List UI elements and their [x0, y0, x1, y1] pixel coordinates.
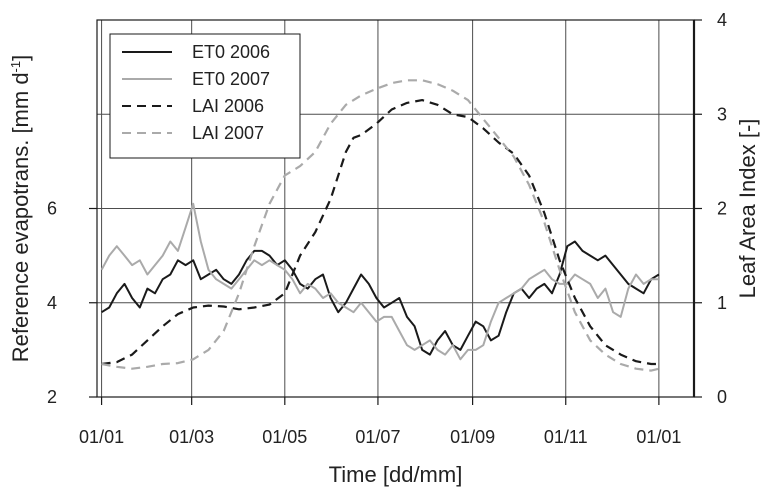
legend-label: ET0 2007	[192, 69, 270, 89]
y-right-tick-label: 1	[717, 293, 727, 313]
series-line-et0-2006	[101, 240, 660, 356]
y-left-tick-label: 4	[47, 293, 57, 313]
legend-label: ET0 2006	[192, 42, 270, 62]
x-axis: 01/01 01/03 01/05 01/07 01/09 01/11 01/01	[79, 397, 681, 447]
x-axis-label: Time [dd/mm]	[329, 462, 463, 487]
legend-box	[109, 33, 301, 159]
y-axis-left-label-superscript: -1	[8, 61, 23, 73]
legend: ET0 2006 ET0 2007 LAI 2006 LAI 2007	[109, 33, 301, 159]
series-line-lai-2007	[101, 79, 660, 372]
x-tick-label: 01/01	[79, 427, 124, 447]
y-left-tick-label: 6	[47, 199, 57, 219]
x-tick-label: 01/01	[636, 427, 681, 447]
y-right-tick-label: 3	[717, 104, 727, 124]
y-axis-left-label: Reference evapotrans. [mm d-1]	[8, 55, 33, 363]
y-right-tick-label: 4	[717, 10, 727, 30]
x-tick-label: 01/05	[262, 427, 307, 447]
y-right-tick-label: 0	[717, 387, 727, 407]
x-tick-label: 01/03	[169, 427, 214, 447]
legend-label: LAI 2006	[192, 96, 264, 116]
x-tick-label: 01/11	[544, 427, 588, 447]
y-left-tick-label: 2	[47, 387, 57, 407]
series-lines	[100, 79, 660, 372]
y-axis-right-label: Leaf Area Index [-]	[735, 119, 760, 299]
series-line-lai-2006	[101, 98, 659, 366]
y-axis-left-label-end: ]	[8, 55, 33, 61]
x-tick-label: 01/09	[450, 427, 495, 447]
legend-label: LAI 2007	[192, 123, 264, 143]
y-right-tick-label: 2	[717, 199, 727, 219]
y-axis-right: 0 1 2 3 4	[692, 10, 727, 407]
x-tick-label: 01/07	[355, 427, 400, 447]
y-axis-left: 2 4 6	[47, 199, 97, 407]
y-axis-left-label-text: Reference evapotrans. [mm d	[8, 72, 33, 362]
series-line-et0-2007	[100, 202, 659, 361]
